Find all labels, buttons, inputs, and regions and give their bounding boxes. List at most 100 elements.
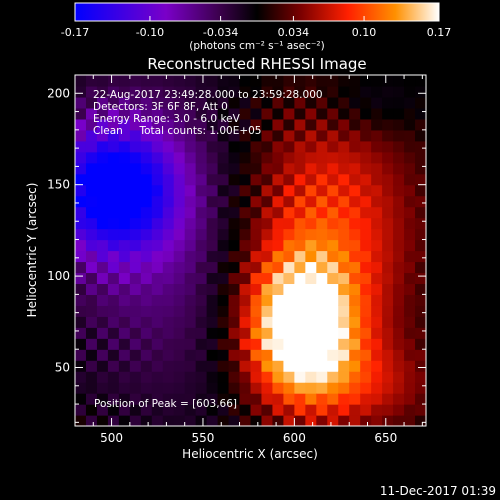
heatmap-cell — [261, 283, 274, 295]
heatmap-cell — [360, 228, 372, 241]
heatmap-cell — [382, 206, 394, 219]
heatmap-cell — [360, 261, 372, 274]
heatmap-cell — [272, 96, 285, 109]
heatmap-cell — [129, 162, 142, 175]
heatmap-cell — [107, 327, 120, 339]
heatmap-cell — [162, 371, 175, 383]
heatmap-cell — [415, 75, 426, 87]
heatmap-cell — [382, 327, 394, 339]
heatmap-cell — [184, 349, 197, 361]
heatmap-cell — [118, 393, 131, 405]
heatmap-cell — [75, 360, 87, 372]
heatmap-cell — [250, 382, 263, 394]
heatmap-cell — [382, 173, 394, 186]
heatmap-cell — [360, 162, 372, 175]
heatmap-cell — [371, 217, 383, 230]
heatmap-cell — [151, 294, 164, 306]
heatmap-cell — [239, 162, 252, 175]
heatmap-cell — [85, 129, 98, 142]
heatmap-cell — [393, 239, 405, 252]
heatmap-cell — [327, 272, 339, 285]
heatmap-cell — [228, 250, 241, 263]
heatmap-cell — [217, 239, 230, 252]
heatmap-cell — [151, 206, 164, 219]
heatmap-cell — [272, 162, 285, 175]
heatmap-cell — [85, 75, 98, 87]
heatmap-cell — [129, 151, 142, 164]
heatmap-cell — [195, 75, 208, 87]
heatmap-cell — [228, 272, 241, 285]
heatmap-cell — [294, 96, 306, 109]
heatmap-cell — [338, 75, 350, 87]
heatmap-cell — [228, 371, 241, 383]
heatmap-cell — [250, 338, 263, 350]
heatmap-cell — [206, 118, 219, 131]
heatmap-cell — [393, 140, 405, 153]
heatmap-cell — [129, 294, 142, 306]
heatmap-cell — [349, 85, 361, 98]
heatmap-cell — [173, 360, 186, 372]
heatmap-cell — [107, 404, 120, 416]
heatmap-cell — [228, 195, 241, 208]
heatmap-cell — [118, 305, 131, 317]
heatmap-cell — [316, 129, 328, 142]
heatmap-cell — [140, 151, 153, 164]
heatmap-cell — [140, 140, 153, 153]
heatmap-cell — [393, 272, 405, 285]
heatmap-cell — [371, 305, 383, 317]
heatmap-cell — [107, 382, 120, 394]
heatmap-cell — [382, 349, 394, 361]
heatmap-cell — [239, 118, 252, 131]
heatmap-cell — [75, 239, 87, 252]
heatmap-cell — [371, 371, 383, 383]
heatmap-cell — [272, 75, 285, 87]
heatmap-cell — [294, 272, 306, 285]
heatmap-cell — [206, 349, 219, 361]
heatmap-cell — [283, 338, 295, 350]
heatmap-cell — [393, 382, 405, 394]
heatmap-cell — [371, 316, 383, 328]
heatmap-cell — [250, 118, 263, 131]
heatmap-cell — [75, 129, 87, 142]
heatmap-cell — [316, 107, 328, 120]
heatmap-cell — [283, 239, 295, 252]
heatmap-cell — [371, 184, 383, 197]
heatmap-cell — [305, 173, 317, 186]
heatmap-cell — [206, 228, 219, 241]
heatmap-cell — [415, 206, 426, 219]
heatmap-cell — [162, 129, 175, 142]
heatmap-cell — [75, 382, 87, 394]
heatmap-cell — [382, 195, 394, 208]
heatmap-cell — [338, 85, 350, 98]
heatmap-cell — [184, 129, 197, 142]
heatmap-cell — [360, 206, 372, 219]
heatmap-cell — [129, 85, 142, 98]
heatmap-cell — [360, 283, 372, 295]
heatmap-cell — [228, 294, 241, 306]
heatmap-cell — [129, 316, 142, 328]
y-tick-label: 100 — [47, 269, 70, 283]
heatmap-cell — [162, 239, 175, 252]
colorbar-tick-label: 0.034 — [278, 26, 310, 39]
heatmap-cell — [349, 118, 361, 131]
heatmap-cell — [338, 250, 350, 263]
heatmap-cell — [85, 283, 98, 295]
heatmap-cell — [272, 195, 285, 208]
heatmap-cell — [272, 283, 285, 295]
heatmap-cell — [239, 404, 252, 416]
heatmap-cell — [250, 283, 263, 295]
colorbar-tick-label: -0.034 — [203, 26, 238, 39]
heatmap-cell — [96, 118, 109, 131]
heatmap-cell — [415, 85, 426, 98]
heatmap-cell — [140, 173, 153, 186]
heatmap-cell — [261, 162, 274, 175]
heatmap-cell — [294, 107, 306, 120]
heatmap-cell — [294, 415, 306, 426]
heatmap-cell — [382, 118, 394, 131]
heatmap-cell — [404, 283, 416, 295]
heatmap-cell — [338, 239, 350, 252]
heatmap-cell — [162, 96, 175, 109]
heatmap-cell — [316, 173, 328, 186]
heatmap-cell — [129, 96, 142, 109]
heatmap-cell — [393, 316, 405, 328]
